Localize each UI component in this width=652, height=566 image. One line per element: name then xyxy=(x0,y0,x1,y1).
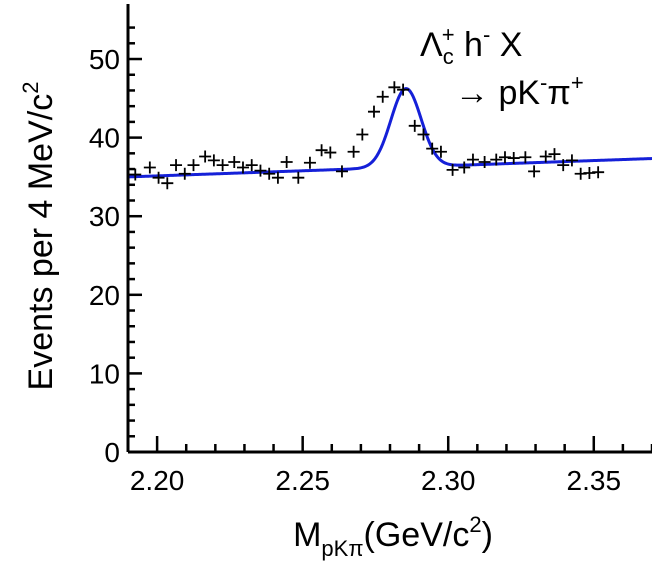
data-point xyxy=(388,81,401,94)
data-point xyxy=(280,155,293,168)
y-tick-label: 20 xyxy=(89,280,120,311)
data-point xyxy=(199,150,212,163)
data-point xyxy=(466,153,479,166)
fit-curve-layer xyxy=(127,87,652,179)
x-tick-label: 2.35 xyxy=(567,465,622,496)
data-point xyxy=(376,90,389,103)
x-axis-title-sub: pKπ xyxy=(321,536,363,561)
data-point xyxy=(565,154,578,167)
data-point xyxy=(263,167,276,180)
x-axis-title: MpKπ(GeV/c2) xyxy=(293,512,493,561)
y-tick-label: 0 xyxy=(104,437,120,468)
y-tick-label: 40 xyxy=(89,123,120,154)
data-point xyxy=(335,165,348,178)
data-point xyxy=(446,163,459,176)
data-point xyxy=(458,161,471,174)
data-points-layer xyxy=(129,81,605,190)
data-point xyxy=(170,159,183,172)
data-point xyxy=(507,152,520,165)
data-point xyxy=(408,119,421,132)
annotation-lambda: Λ xyxy=(420,26,443,64)
annotation-pi-sup: + xyxy=(571,70,584,95)
data-point xyxy=(303,156,316,169)
data-point xyxy=(207,154,220,167)
data-point xyxy=(417,128,430,141)
fit-curve xyxy=(127,87,652,179)
x-tick-label: 2.30 xyxy=(421,465,476,496)
data-point xyxy=(548,148,561,161)
annotation-arrow-pk: → pK xyxy=(455,74,540,112)
data-point xyxy=(187,159,200,172)
annotation-pi: π xyxy=(547,74,570,112)
x-axis-title-close: ) xyxy=(482,516,493,554)
data-point xyxy=(434,145,447,158)
data-point xyxy=(324,146,337,159)
data-point xyxy=(292,171,305,184)
y-axis-title: Events per 4 MeV/c2 xyxy=(18,82,60,391)
data-point xyxy=(528,165,541,178)
data-point xyxy=(254,164,267,177)
data-point xyxy=(216,159,229,172)
x-axis-title-main: M xyxy=(293,516,321,554)
y-tick-label: 50 xyxy=(89,44,120,75)
data-point xyxy=(592,166,605,179)
data-point xyxy=(426,142,439,155)
x-axis-title-unit: (GeV/c xyxy=(364,516,470,554)
data-point xyxy=(152,171,165,184)
data-point xyxy=(490,153,503,166)
data-point xyxy=(478,155,491,168)
x-axis-title-sup: 2 xyxy=(469,512,481,537)
data-point xyxy=(236,161,249,174)
annotation-x: X xyxy=(490,26,522,64)
data-point xyxy=(178,167,191,180)
data-point xyxy=(315,144,328,157)
annotation-h: h xyxy=(455,26,483,64)
annotation-line-1: Λc+ h- X xyxy=(420,22,522,69)
data-point xyxy=(129,168,142,181)
data-point xyxy=(519,151,532,164)
annotation-line-2: → pK-π+ xyxy=(455,70,584,112)
data-point xyxy=(356,128,369,141)
y-tick-label: 30 xyxy=(89,201,120,232)
data-point xyxy=(557,159,570,172)
data-point xyxy=(271,171,284,184)
axes-layer xyxy=(126,4,652,454)
tick-labels-layer: 0 10 20 30 40 50 2.20 2.25 2.30 2.35 xyxy=(89,44,621,496)
annotation-lambda-sub: c xyxy=(443,44,454,69)
y-axis-title-sup: 2 xyxy=(18,82,43,94)
data-point xyxy=(367,105,380,118)
data-point xyxy=(347,145,360,158)
y-axis-title-main: Events per 4 MeV/c xyxy=(22,94,60,391)
annotation-lambda-sup: + xyxy=(442,22,455,47)
annotation-k-sup: - xyxy=(540,70,547,95)
data-point xyxy=(228,155,241,168)
data-point xyxy=(539,150,552,163)
x-tick-label: 2.20 xyxy=(130,465,185,496)
x-tick-label: 2.25 xyxy=(275,465,330,496)
data-point xyxy=(143,161,156,174)
data-point xyxy=(245,159,258,172)
data-point xyxy=(397,83,410,96)
annotation-h-sup: - xyxy=(483,22,490,47)
y-tick-label: 10 xyxy=(89,358,120,389)
data-point xyxy=(161,177,174,190)
